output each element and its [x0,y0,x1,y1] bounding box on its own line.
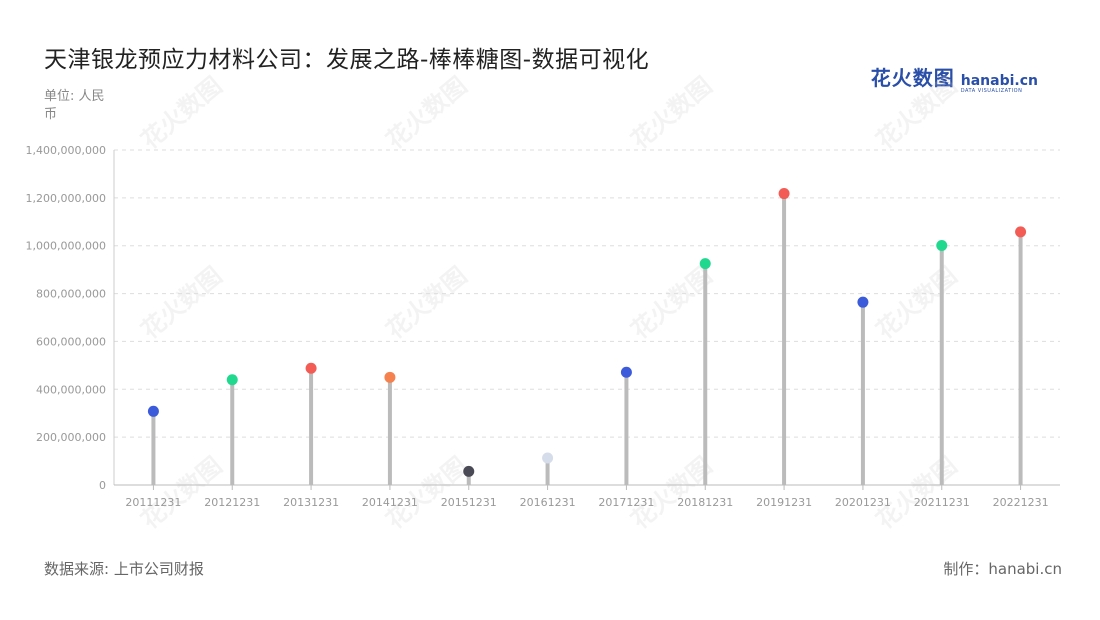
lollipop-dot[interactable] [1015,226,1027,238]
x-tick-label: 20141231 [362,496,418,509]
lollipop-dot[interactable] [699,258,711,270]
watermark-text: 花火数图 [381,451,473,534]
lollipop-dot[interactable] [542,452,554,464]
y-tick-label: 800,000,000 [36,288,106,301]
watermark-text: 花火数图 [871,71,963,154]
credit-label: 制作：hanabi.cn [943,560,1062,578]
lollipop-dot[interactable] [936,239,948,251]
watermark-text: 花火数图 [381,71,473,154]
unit-label: 单位: 人民币 [44,89,105,122]
x-tick-label: 20201231 [835,496,891,509]
watermark-text: 花火数图 [136,261,228,344]
grid-lines [114,149,1060,438]
x-tick-label: 20221231 [993,496,1049,509]
x-tick-label: 20171231 [598,496,654,509]
x-tick-label: 20151231 [441,496,497,509]
x-tick-labels: 20111231 20121231 20131231 20141231 20151231… [125,496,1048,509]
y-tick-label: 200,000,000 [36,431,106,444]
x-tick-label: 20181231 [677,496,733,509]
axes [113,150,1060,490]
x-tick-label: 20161231 [520,496,576,509]
lollipop-dot[interactable] [226,374,238,386]
lollipop-dot[interactable] [305,362,317,374]
y-tick-label: 400,000,000 [36,383,106,396]
brand-logo: 花火数图 hanabi.cn DATA VISUALIZATION [871,62,1038,95]
y-tick-label: 1,200,000,000 [26,192,106,205]
lollipop-dot[interactable] [463,465,475,477]
chart-title: 天津银龙预应力材料公司：发展之路-棒棒糖图-数据可视化 [44,47,650,73]
lollipop-dot[interactable] [147,405,159,417]
watermark-text: 花火数图 [136,451,228,534]
x-tick-label: 20111231 [125,496,181,509]
y-tick-label: 0 [99,479,106,492]
x-tick-label: 20121231 [204,496,260,509]
lollipop-dot[interactable] [384,371,396,383]
y-tick-label: 1,400,000,000 [26,144,106,157]
watermark-text: 花火数图 [381,261,473,344]
logo-cn-text: 花火数图 [870,66,955,90]
y-tick-label: 1,000,000,000 [26,240,106,253]
lollipop-dot[interactable] [778,188,790,200]
logo-en-text: hanabi.cn [960,73,1038,89]
y-tick-label: 600,000,000 [36,335,106,348]
watermark-text: 花火数图 [871,451,963,534]
logo-en-block: hanabi.cn DATA VISUALIZATION [961,74,1038,95]
x-tick-label: 20191231 [756,496,812,509]
logo-sub-text: DATA VISUALIZATION [960,88,1023,94]
watermark-text: 花火数图 [136,71,228,154]
data-source: 数据来源: 上市公司财报 [44,560,204,578]
lollipop-dot[interactable] [857,296,869,308]
x-tick-label: 20211231 [914,496,970,509]
y-tick-labels: 0 200,000,000 400,000,000 600,000,000 800,00… [26,144,106,492]
x-tick-label: 20131231 [283,496,339,509]
lollipop-stems [151,193,1023,485]
lollipop-dots [147,188,1027,477]
watermark-text: 花火数图 [626,71,718,154]
lollipop-dot[interactable] [620,366,632,378]
watermark-text: 花火数图 [871,261,963,344]
